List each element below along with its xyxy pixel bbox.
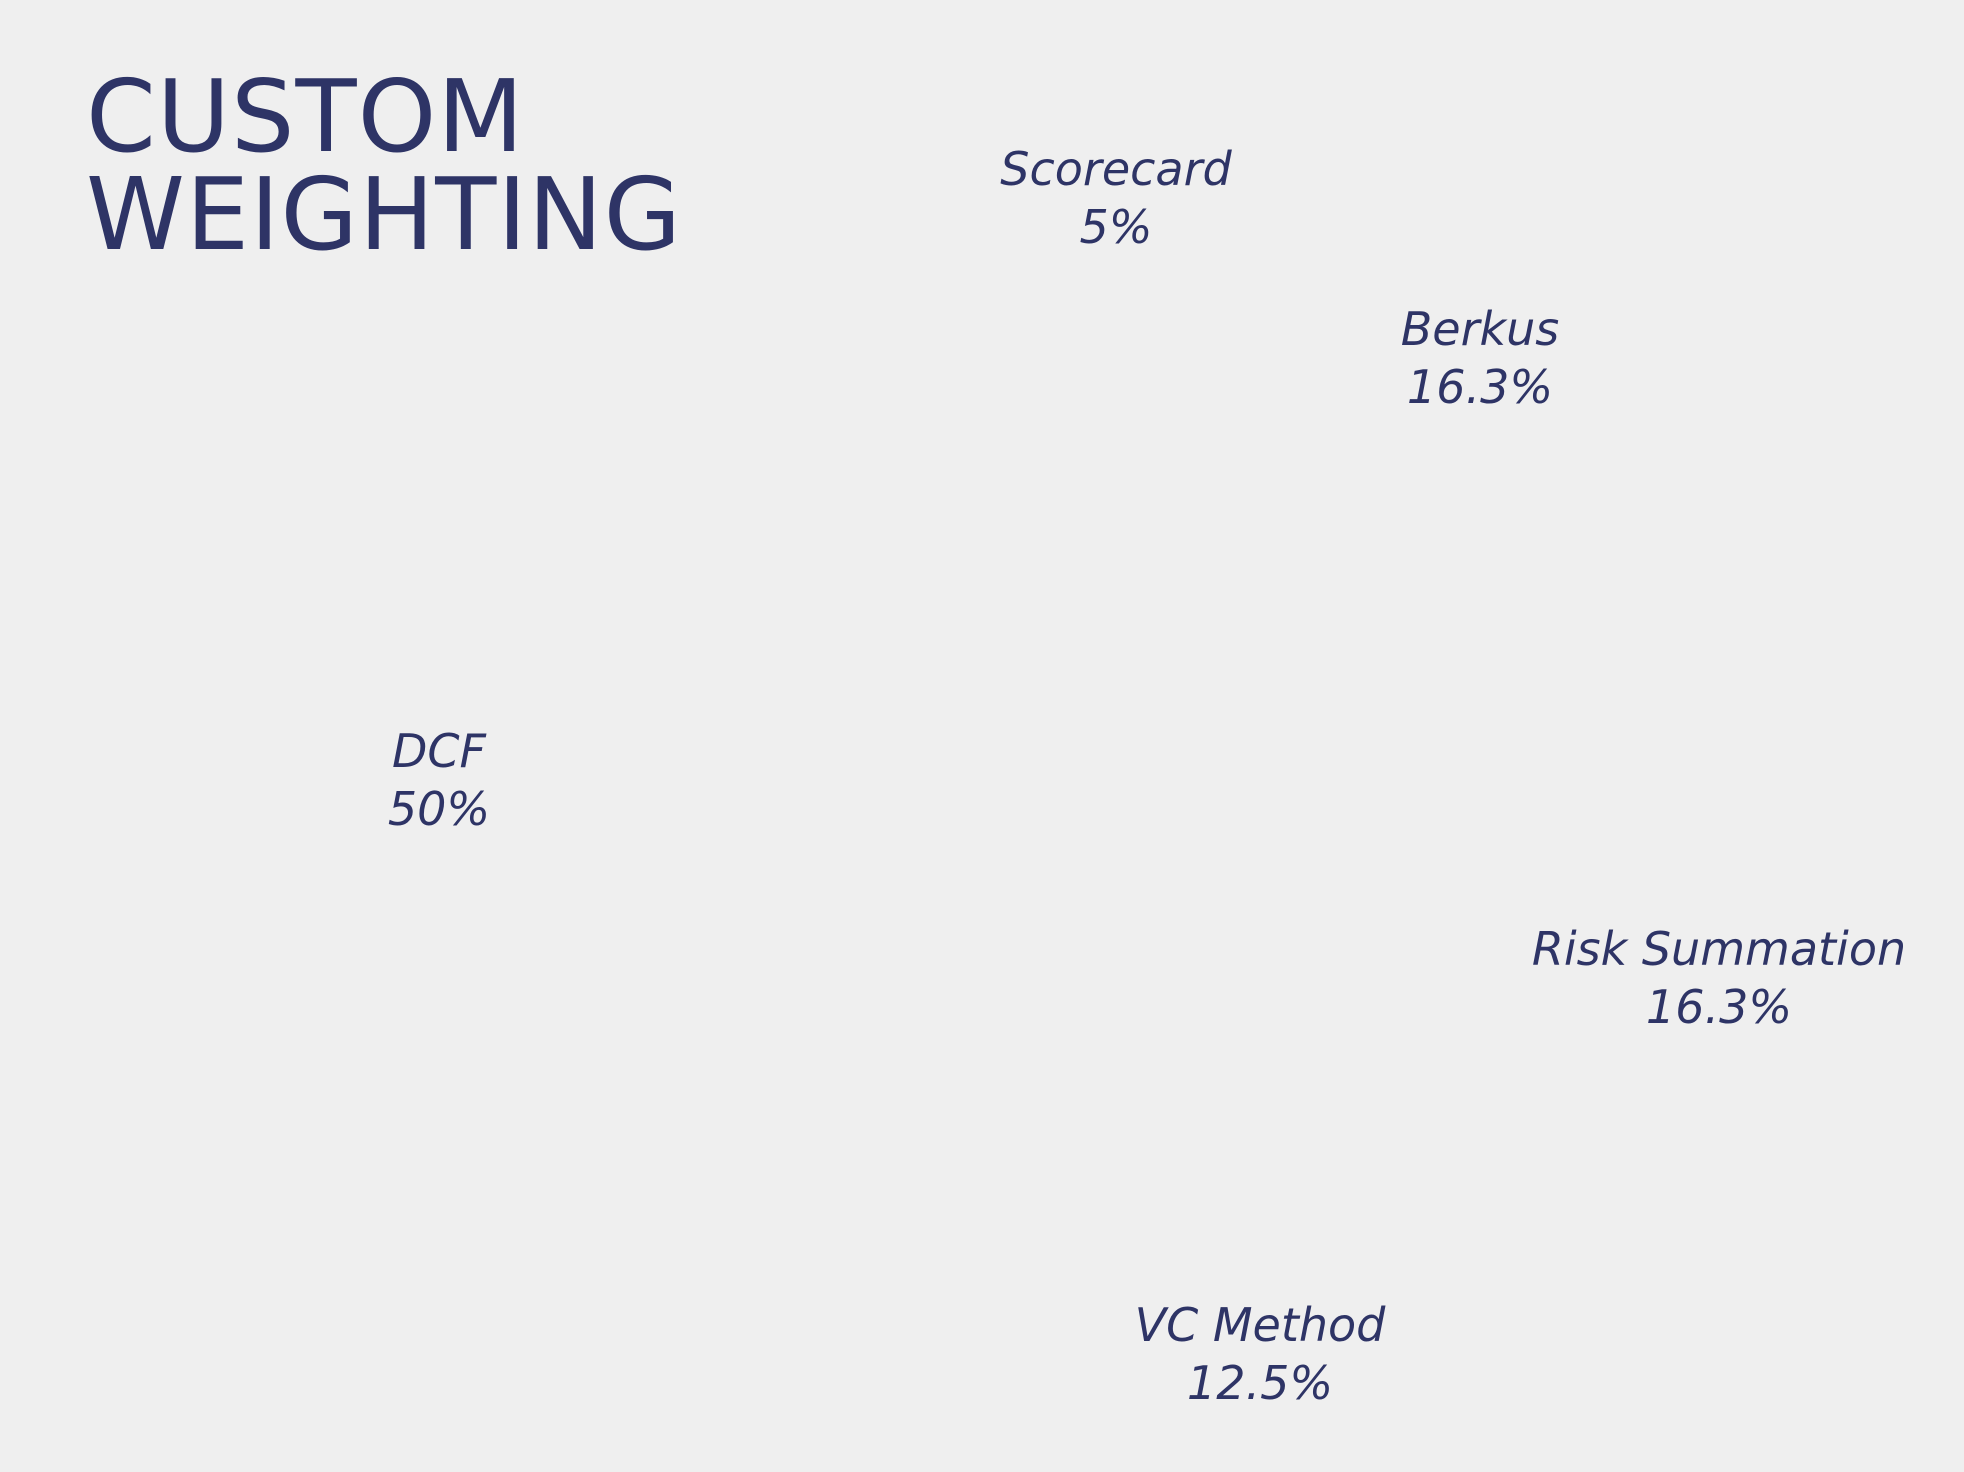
slice-label-risk-summation: Risk Summation 16.3% [1509,920,1929,1036]
slice-percentage: 50% [387,782,491,836]
slice-label-scorecard: Scorecard 5% [906,140,1326,256]
title-line-1: CUSTOM [86,58,525,175]
slice-label-berkus: Berkus 16.3% [1270,300,1690,416]
slice-percentage: 16.3% [1406,360,1554,414]
slice-name: Scorecard [1000,142,1232,196]
slice-name: Risk Summation [1531,922,1907,976]
slice-percentage: 16.3% [1645,980,1793,1034]
slice-name: Berkus [1400,302,1560,356]
title-line-2: WEIGHTING [86,156,683,273]
slice-label-dcf: DCF 50% [229,722,649,838]
slice-percentage: 12.5% [1186,1356,1334,1410]
slice-name: VC Method [1134,1298,1386,1352]
slice-label-vc-method: VC Method 12.5% [1050,1296,1470,1412]
page-title: CUSTOM WEIGHTING [86,58,683,273]
slice-name: DCF [392,724,486,778]
right-edge-crop [1903,0,1964,1472]
slice-percentage: 5% [1079,200,1153,254]
